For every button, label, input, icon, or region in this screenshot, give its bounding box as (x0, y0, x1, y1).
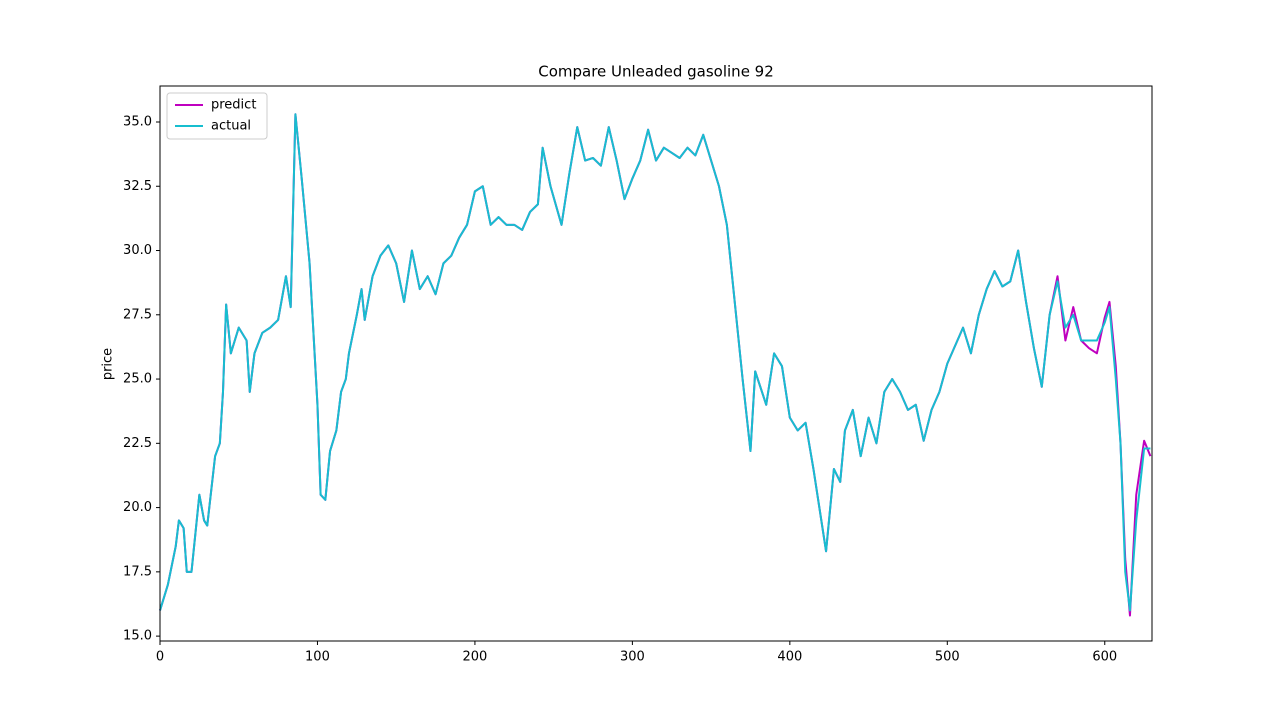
chart-title: Compare Unleaded gasoline 92 (538, 63, 774, 81)
y-tick-label: 35.0 (123, 114, 152, 129)
y-tick-label: 32.5 (123, 179, 152, 194)
x-tick-label: 200 (463, 650, 488, 665)
y-tick-label: 27.5 (123, 307, 152, 322)
y-tick-label: 25.0 (123, 372, 152, 387)
y-tick-label: 22.5 (123, 436, 152, 451)
x-tick-label: 400 (777, 650, 802, 665)
plot-frame (159, 85, 1153, 642)
x-tick-label: 0 (156, 650, 164, 665)
y-tick-label: 30.0 (123, 243, 152, 258)
y-axis-label: price (101, 348, 116, 380)
x-tick-label: 500 (935, 650, 960, 665)
legend-label: predict (211, 98, 256, 113)
series-line (159, 113, 1151, 612)
y-tick-label: 15.0 (123, 629, 152, 644)
y-tick-label: 20.0 (123, 500, 152, 515)
x-tick-label: 600 (1092, 650, 1117, 665)
x-tick-label: 100 (305, 650, 330, 665)
legend-label: actual (211, 119, 251, 134)
x-tick-label: 300 (620, 650, 645, 665)
y-tick-label: 17.5 (123, 564, 152, 579)
